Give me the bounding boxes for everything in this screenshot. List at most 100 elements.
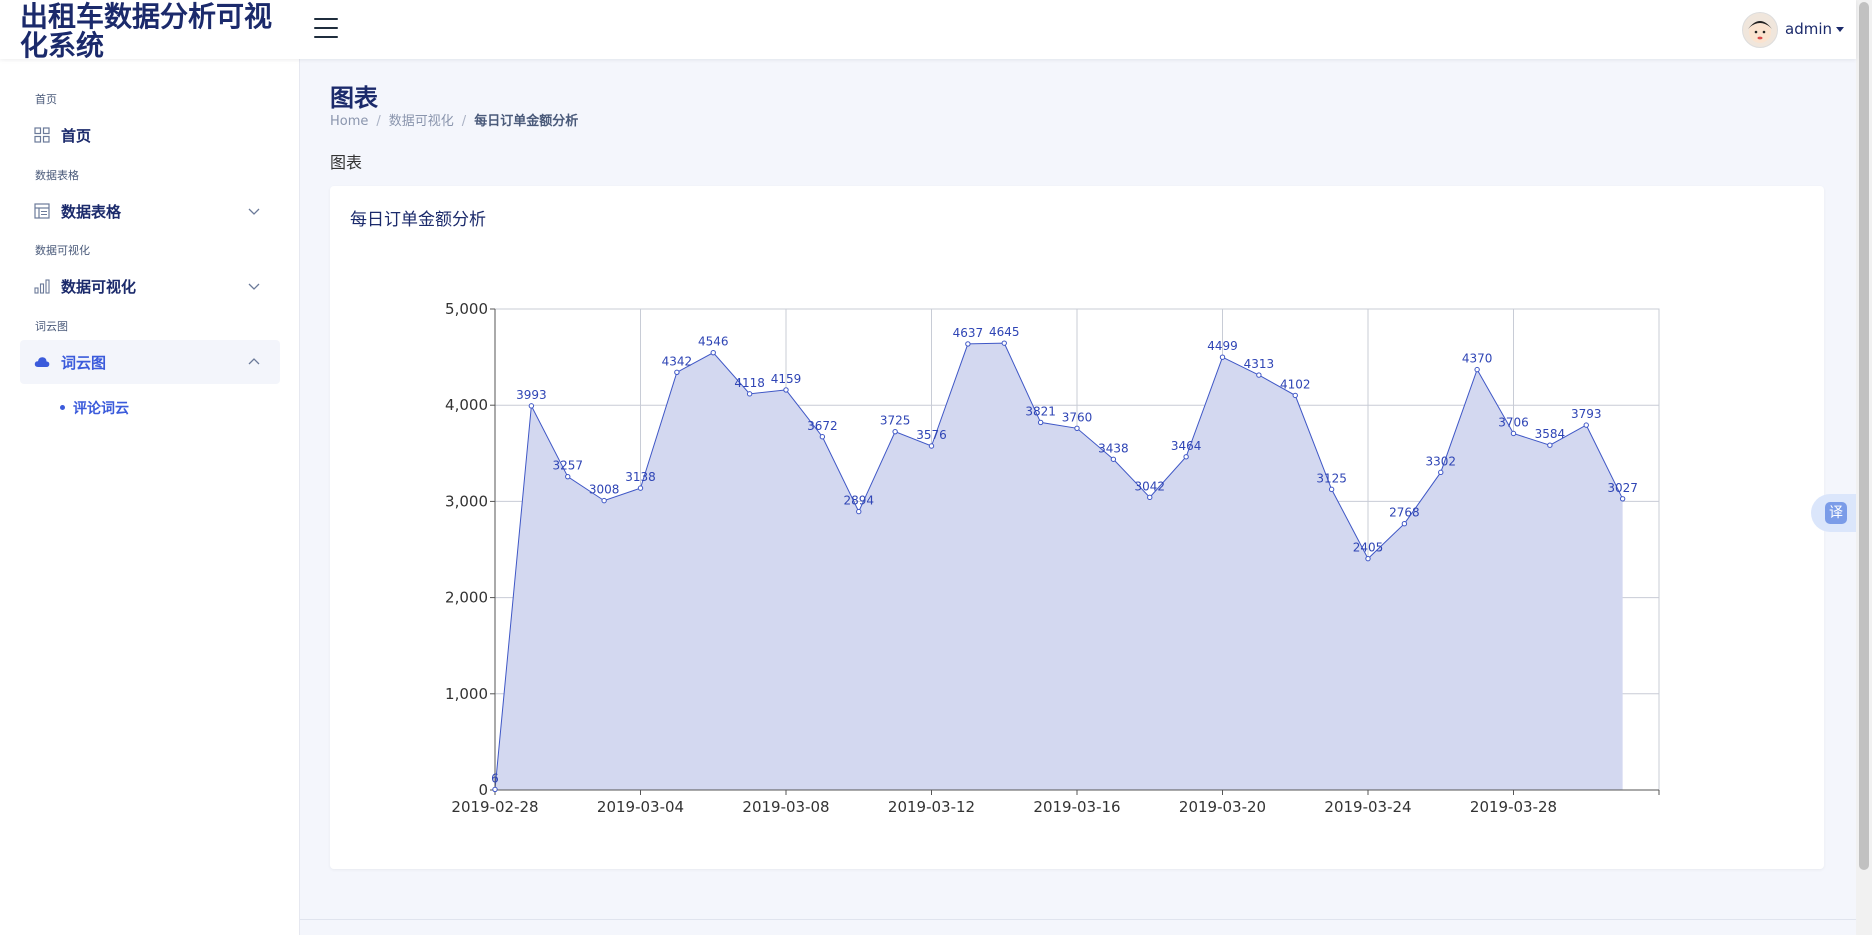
y-tick-label: 0 <box>478 781 488 799</box>
x-tick-label: 2019-03-08 <box>742 798 829 816</box>
avatar[interactable] <box>1742 12 1778 48</box>
data-point <box>1401 521 1408 527</box>
page-title: 图表 <box>330 84 378 112</box>
data-label: 3042 <box>1134 479 1165 493</box>
data-point <box>565 473 571 480</box>
data-label: 3672 <box>807 419 838 433</box>
data-label: 3584 <box>1535 427 1566 441</box>
scrollbar-thumb[interactable] <box>1859 2 1869 870</box>
daily-order-amount-chart: 0 1,000 2,000 3,000 4,000 5,000 2019-02-28 2019… <box>445 300 1660 816</box>
translate-button[interactable]: 译 <box>1811 494 1856 532</box>
breadcrumb-separator: / <box>461 114 467 129</box>
data-point <box>1328 486 1335 493</box>
sidebar-item-wordcloud[interactable]: 词云图 <box>20 340 280 384</box>
data-point <box>1547 442 1553 448</box>
data-point <box>1219 354 1226 360</box>
data-label: 3138 <box>625 470 656 484</box>
data-label: 3821 <box>1025 404 1056 418</box>
x-tick-label: 2019-03-16 <box>1033 798 1120 816</box>
breadcrumb-current: 每日订单金额分析 <box>474 114 579 129</box>
breadcrumb-separator: / <box>376 114 381 129</box>
sidebar-item-home[interactable]: 首页 <box>20 113 280 157</box>
y-tick-label: 1,000 <box>445 685 488 703</box>
sidebar-item-label: 数据可视化 <box>61 278 137 296</box>
data-point <box>856 508 862 515</box>
chevron-down-icon <box>248 208 260 215</box>
data-point <box>1256 372 1262 378</box>
caret-down-icon <box>1836 27 1844 32</box>
x-tick-label: 2019-02-28 <box>451 798 538 816</box>
data-point <box>1292 392 1298 399</box>
data-label: 4118 <box>734 376 765 390</box>
data-label: 4499 <box>1207 339 1238 353</box>
sidebar-subitem-comment-wordcloud[interactable]: 评论词云 <box>60 398 129 418</box>
data-label: 4546 <box>698 335 729 349</box>
data-label: 4370 <box>1462 352 1493 366</box>
sidebar-subitem-label: 评论词云 <box>73 401 129 417</box>
chart-card: 每日订单金额分析 0 1,000 2,000 3,000 4,000 5,000 2019-… <box>330 186 1824 869</box>
sidebar-section-visualization: 数据可视化 <box>35 244 90 257</box>
scrollbar[interactable] <box>1856 0 1872 935</box>
data-label: 3125 <box>1316 471 1347 485</box>
breadcrumb-home[interactable]: Home <box>330 114 369 129</box>
data-label: 3760 <box>1062 410 1093 424</box>
y-tick-label: 5,000 <box>445 300 488 318</box>
data-label: 3793 <box>1571 407 1602 421</box>
data-point <box>1001 340 1007 346</box>
data-point <box>783 387 789 393</box>
data-point <box>674 369 680 375</box>
data-label: 4342 <box>662 354 693 368</box>
data-label: 3008 <box>589 483 620 497</box>
bullet-icon <box>60 404 65 410</box>
app-title: 出租车数据分析可视化系统 <box>20 0 273 62</box>
data-label: 4645 <box>989 325 1020 339</box>
top-header: 出租车数据分析可视化系统 admin <box>0 0 1856 62</box>
data-point <box>1365 555 1371 562</box>
sidebar-item-visualization[interactable]: 数据可视化 <box>20 264 280 308</box>
data-label: 3438 <box>1098 441 1129 455</box>
y-tick-label: 4,000 <box>445 396 488 414</box>
data-point <box>819 434 826 440</box>
data-point <box>1037 419 1044 426</box>
data-label: 3576 <box>916 428 947 442</box>
sidebar-item-tables[interactable]: 数据表格 <box>20 189 280 233</box>
user-menu[interactable]: admin <box>1785 20 1844 38</box>
x-tick-label: 2019-03-24 <box>1324 798 1411 816</box>
x-tick-label: 2019-03-20 <box>1179 798 1266 816</box>
sidebar-section-home: 首页 <box>35 93 57 106</box>
data-point <box>1183 454 1189 460</box>
breadcrumb-visualization[interactable]: 数据可视化 <box>388 114 454 129</box>
data-point <box>710 349 716 356</box>
data-label: 4102 <box>1280 377 1311 391</box>
data-point <box>637 485 644 491</box>
y-tick-label: 2,000 <box>445 589 488 607</box>
data-label: 4313 <box>1244 357 1275 371</box>
data-point <box>746 391 753 397</box>
series-line <box>494 342 1624 790</box>
section-label: 图表 <box>330 153 363 172</box>
chevron-up-icon <box>248 358 260 365</box>
data-label: 6 <box>491 771 499 785</box>
menu-toggle-icon[interactable] <box>314 18 338 40</box>
data-label: 3027 <box>1607 481 1638 495</box>
sidebar-item-label: 数据表格 <box>61 203 122 221</box>
data-point <box>1438 469 1444 476</box>
bar-chart-icon <box>34 279 50 294</box>
footer-divider <box>300 919 1856 920</box>
data-label: 3257 <box>552 459 583 473</box>
grid-icon <box>34 127 50 143</box>
data-point <box>928 443 935 449</box>
data-point <box>1474 366 1480 373</box>
data-label: 2405 <box>1353 541 1384 555</box>
data-point <box>1074 425 1080 431</box>
data-label: 2894 <box>843 494 874 508</box>
data-point <box>1110 456 1117 462</box>
data-point <box>1583 422 1589 428</box>
series-area <box>495 343 1623 790</box>
data-point <box>1147 494 1153 501</box>
data-label: 4159 <box>771 372 802 386</box>
chevron-down-icon <box>248 283 260 290</box>
breadcrumb: Home / 数据可视化 / 每日订单金额分析 <box>330 110 578 129</box>
data-point <box>892 428 898 435</box>
sidebar-section-wordcloud: 词云图 <box>35 320 68 333</box>
